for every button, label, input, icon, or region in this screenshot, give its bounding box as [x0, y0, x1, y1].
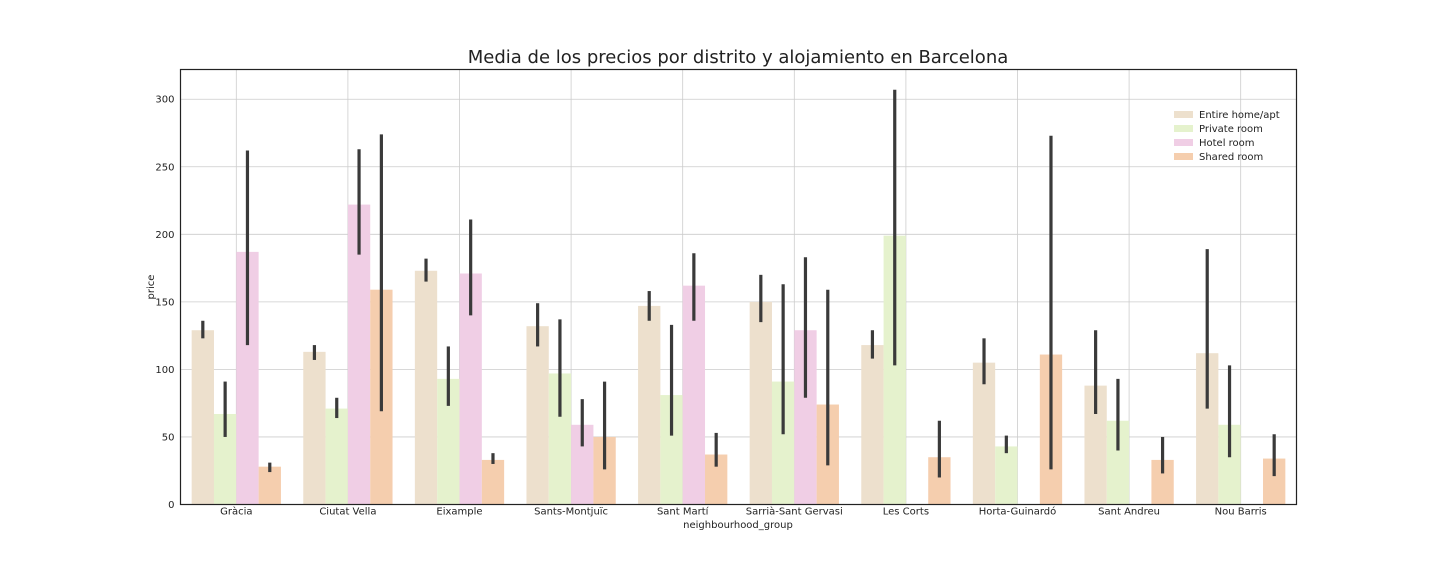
- bar: [995, 446, 1018, 505]
- bar: [794, 330, 817, 505]
- bar: [1196, 353, 1219, 505]
- bar: [928, 457, 951, 505]
- bar: [771, 381, 795, 505]
- x-tick-label: Sant Andreu: [1098, 507, 1160, 518]
- bar: [571, 424, 594, 505]
- bar: [1218, 424, 1241, 505]
- legend-label: Entire home/apt: [1199, 110, 1280, 121]
- bar: [347, 204, 371, 505]
- x-tick-label: Sants-Montjuïc: [534, 507, 608, 518]
- bar: [861, 345, 884, 505]
- legend-swatch: [1174, 153, 1193, 160]
- bar: [437, 378, 460, 505]
- bar: [593, 436, 616, 505]
- bar: [548, 373, 572, 505]
- chart-title: Media de los precios por distrito y aloj…: [468, 47, 1009, 68]
- y-tick-label: 100: [155, 365, 174, 376]
- y-tick-label: 150: [155, 297, 174, 308]
- x-tick-label: Sant Martí: [657, 506, 710, 518]
- legend-label: Hotel room: [1199, 138, 1255, 149]
- legend-label: Shared room: [1199, 152, 1263, 163]
- error-bars-group: [201, 89, 1276, 478]
- bar: [459, 273, 482, 505]
- y-tick-label: 50: [162, 432, 175, 443]
- bar: [1151, 459, 1174, 505]
- y-axis-label: price: [146, 275, 157, 300]
- bar: [883, 235, 906, 505]
- y-tick-label: 0: [168, 500, 174, 511]
- x-tick-label: Gràcia: [220, 506, 252, 518]
- bar: [660, 395, 683, 505]
- legend-label: Private room: [1199, 124, 1263, 135]
- bar: [236, 251, 259, 505]
- y-tick-label: 300: [155, 95, 174, 106]
- bar: [972, 362, 996, 505]
- bar: [258, 466, 281, 505]
- x-axis-label: neighbourhood_group: [683, 520, 793, 531]
- plot-frame: [179, 68, 1298, 506]
- x-tick-label: Eixample: [436, 507, 482, 518]
- x-tick-label: Ciutat Vella: [319, 507, 376, 518]
- bar: [213, 413, 237, 505]
- bar: [638, 305, 661, 505]
- bar: [526, 326, 549, 505]
- x-tick-label: Les Corts: [883, 507, 929, 518]
- bar: [303, 351, 326, 505]
- x-axis-ticks: Gràcia Ciutat Vella Eixample Sants-Montjuïc…: [220, 506, 1267, 518]
- bar: [682, 285, 706, 505]
- y-tick-label: 200: [155, 230, 174, 241]
- x-tick-label: Horta-Guinardó: [979, 506, 1057, 518]
- bar: [191, 330, 214, 505]
- bar: [1106, 420, 1130, 505]
- bar: [749, 301, 772, 505]
- legend-swatch: [1174, 111, 1193, 118]
- x-tick-label: Nou Barris: [1215, 507, 1267, 518]
- legend-swatch: [1174, 139, 1193, 146]
- x-tick-label: Sarrià-Sant Gervasi: [746, 506, 843, 518]
- legend: Entire home/apt Private room Hotel room Sha…: [1174, 110, 1280, 163]
- bar: [414, 270, 438, 505]
- bar: [325, 408, 348, 505]
- legend-swatch: [1174, 125, 1193, 132]
- bars-group: [191, 204, 1286, 505]
- bar: [1263, 458, 1286, 505]
- y-axis-ticks: 0 50 100 150 200 250 300: [155, 95, 174, 511]
- y-tick-label: 250: [155, 162, 174, 173]
- bar: [705, 454, 728, 505]
- bar: [1084, 385, 1107, 505]
- bar: [481, 459, 505, 505]
